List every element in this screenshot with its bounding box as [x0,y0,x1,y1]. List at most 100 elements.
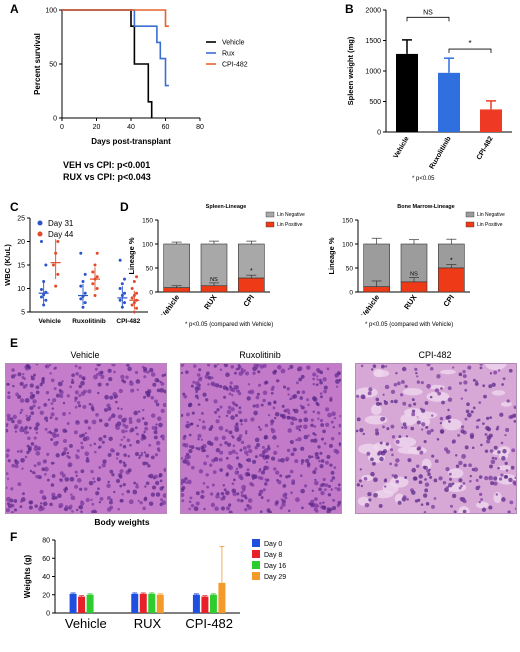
cell-nucleus [25,416,31,422]
cell-nucleus [66,451,70,455]
cell-nucleus [380,416,385,422]
cell-nucleus [76,449,80,453]
data-point-day-44 [135,306,139,310]
cell-nucleus [498,477,503,481]
cell-nucleus [235,467,239,471]
cell-nucleus [273,467,277,471]
cell-nucleus [112,392,118,397]
cell-nucleus [19,411,22,414]
cell-nucleus [420,381,424,385]
cell-nucleus [292,447,297,452]
cell-nucleus [373,492,378,498]
cell-nucleus [214,458,218,462]
cell-nucleus [44,473,47,476]
cell-nucleus [286,387,291,391]
legend-swatch [265,211,275,218]
cell-nucleus [263,468,266,472]
legend-swatch [465,211,475,218]
cell-nucleus [332,498,336,502]
data-point-day-44 [130,296,134,300]
cell-nucleus [299,474,303,478]
cell-nucleus [228,503,232,507]
y-tick-label: 0 [349,290,353,297]
cell-nucleus [263,448,269,453]
cell-nucleus [106,496,111,500]
cell-nucleus [460,425,465,429]
cell-nucleus [312,438,318,443]
cell-nucleus [19,398,25,403]
cell-nucleus [103,461,107,464]
cell-nucleus [155,480,160,486]
y-tick-label: 20 [17,239,25,246]
cell-nucleus [6,413,11,418]
cell-nucleus [458,460,463,466]
cell-nucleus [326,509,331,513]
cell-nucleus [279,474,283,478]
cell-nucleus [6,472,9,476]
cell-nucleus [189,496,193,500]
cell-nucleus [438,476,443,481]
cell-nucleus [63,506,69,512]
cell-nucleus [101,440,105,444]
cell-nucleus [324,483,329,488]
cell-nucleus [82,404,87,409]
data-point-day-44 [135,291,139,295]
cell-nucleus [220,506,226,511]
cell-nucleus [231,482,235,486]
legend-label: Day 16 [264,563,286,570]
bar-lin-positive [200,285,228,293]
y-tick-label: 50 [146,266,154,273]
cell-nucleus [69,476,75,482]
cell-nucleus [82,377,86,381]
cell-nucleus [115,425,120,431]
cell-nucleus [234,427,240,433]
cell-nucleus [223,364,229,368]
cell-nucleus [118,475,123,479]
cell-nucleus [335,385,339,388]
data-point-day-31 [44,298,48,302]
cell-nucleus [488,384,493,389]
y-tick-label: 60 [42,556,50,563]
cell-nucleus [267,401,272,406]
tissue-pale-region [476,501,489,509]
cell-nucleus [244,507,248,512]
cell-nucleus [96,364,101,367]
cell-nucleus [238,463,243,469]
cell-nucleus [111,364,116,367]
data-point-day-31 [79,251,83,255]
bar-day-16 [86,594,94,613]
cell-nucleus [316,375,319,378]
cell-nucleus [78,374,83,378]
cell-nucleus [10,417,14,421]
cell-nucleus [135,379,141,384]
cell-nucleus [248,448,253,454]
cell-nucleus [328,443,333,448]
cell-nucleus [205,371,210,376]
cell-nucleus [94,450,97,454]
cell-nucleus [449,477,452,481]
cell-nucleus [297,366,303,371]
x-tick-label: Vehicle [38,318,61,325]
tissue-pale-region [389,476,409,488]
cell-nucleus [398,435,402,439]
panel-label-f: F [10,530,18,544]
cell-nucleus [121,493,124,496]
cell-nucleus [16,450,20,453]
data-point-day-44 [93,263,97,267]
cell-nucleus [62,438,68,444]
cell-nucleus [324,488,327,492]
cell-nucleus [476,419,479,422]
cell-nucleus [337,483,341,487]
cell-nucleus [318,378,322,382]
legend-label: Vehicle [222,40,245,47]
data-point-day-44 [54,284,58,288]
cell-nucleus [7,459,11,463]
y-tick-label: 15 [17,263,25,270]
cell-nucleus [306,398,310,402]
cell-nucleus [312,470,317,475]
cell-nucleus [155,402,160,407]
cell-nucleus [408,403,412,408]
cell-nucleus [488,437,491,441]
cell-nucleus [55,393,60,398]
cell-nucleus [117,407,120,410]
